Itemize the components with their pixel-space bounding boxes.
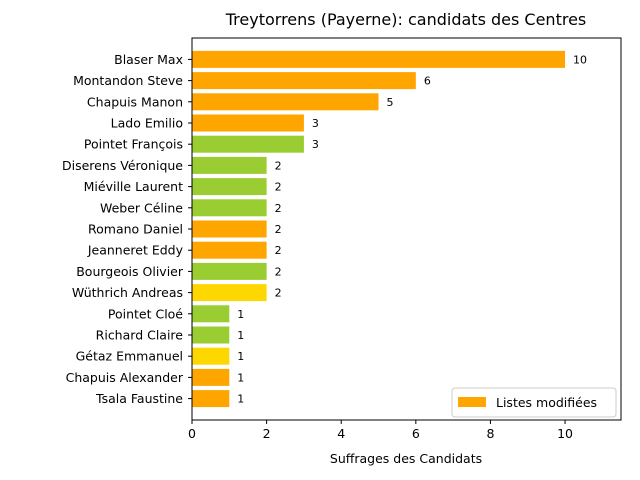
y-tick-label: Lado Emilio [111, 116, 183, 131]
plot-frame [191, 37, 622, 421]
value-label: 3 [312, 138, 319, 151]
y-tick-label: Tsala Faustine [95, 391, 183, 406]
value-label: 5 [387, 96, 394, 109]
bar [192, 241, 267, 259]
value-label: 2 [275, 223, 282, 236]
y-tick-label: Pointet François [84, 137, 183, 152]
value-labels: 10 6 5 3 3 2 2 2 2 2 2 2 1 1 1 1 1 [237, 53, 587, 405]
x-tick-label: 0 [188, 426, 196, 441]
x-tick-label: 6 [412, 426, 420, 441]
x-axis: 0 2 4 6 8 10 [188, 420, 573, 441]
y-tick-label: Pointet Cloé [108, 306, 183, 321]
y-tick-label: Chapuis Manon [87, 94, 183, 109]
bar [192, 284, 267, 302]
value-label: 1 [237, 329, 244, 342]
chart-title: Treytorrens (Payerne): candidats des Cen… [225, 10, 587, 29]
value-label: 2 [275, 244, 282, 257]
bar [192, 220, 267, 238]
bar [192, 93, 379, 111]
bar [192, 305, 230, 323]
bar [192, 199, 267, 217]
y-tick-label: Richard Claire [96, 328, 184, 343]
y-tick-label: Gétaz Emmanuel [76, 349, 183, 364]
y-tick-label: Chapuis Alexander [66, 370, 184, 385]
y-tick-label: Romano Daniel [88, 222, 183, 237]
value-label: 2 [275, 159, 282, 172]
value-label: 1 [237, 308, 244, 321]
bar [192, 368, 230, 386]
bar [192, 135, 304, 153]
y-tick-label: Blaser Max [114, 52, 183, 67]
legend-box [451, 387, 617, 418]
y-tick-label: Miéville Laurent [84, 179, 183, 194]
y-tick-label: Bourgeois Olivier [76, 264, 184, 279]
y-tick-label: Diserens Véronique [62, 158, 183, 173]
y-tick-label: Wüthrich Andreas [72, 285, 183, 300]
legend-swatch [458, 397, 486, 407]
value-label: 1 [237, 350, 244, 363]
y-tick-labels: Blaser Max Montandon Steve Chapuis Manon La… [62, 52, 192, 406]
legend: Listes modifiées [451, 387, 617, 418]
value-label: 10 [573, 53, 587, 66]
value-label: 2 [275, 181, 282, 194]
bar [192, 114, 304, 132]
bar [192, 326, 230, 344]
value-label: 2 [275, 287, 282, 300]
bar [192, 50, 566, 68]
value-label: 2 [275, 202, 282, 215]
x-axis-label: Suffrages des Candidats [330, 451, 482, 466]
value-label: 1 [237, 393, 244, 406]
bar [192, 390, 230, 408]
bars-group [192, 50, 566, 408]
x-tick-label: 2 [263, 426, 271, 441]
bar [192, 72, 416, 90]
y-tick-label: Jeanneret Eddy [87, 243, 184, 258]
y-tick-label: Montandon Steve [73, 73, 183, 88]
value-label: 6 [424, 75, 431, 88]
bar [192, 262, 267, 280]
x-tick-label: 4 [337, 426, 345, 441]
value-label: 1 [237, 371, 244, 384]
bar [192, 347, 230, 365]
legend-label: Listes modifiées [496, 395, 597, 410]
x-tick-label: 10 [557, 426, 573, 441]
x-tick-label: 8 [486, 426, 494, 441]
bar [192, 156, 267, 174]
y-tick-label: Weber Céline [100, 200, 183, 215]
value-label: 3 [312, 117, 319, 130]
bar [192, 178, 267, 196]
value-label: 2 [275, 265, 282, 278]
